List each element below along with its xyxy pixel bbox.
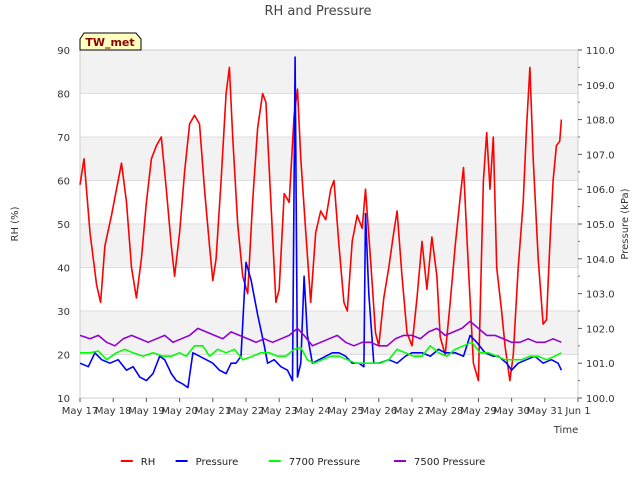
y-right-tick-label: 104.0 [586,255,615,266]
y-right-tick-label: 109.0 [586,81,615,92]
y-left-tick-label: 70 [57,133,70,144]
x-tick-label: May 22 [228,406,265,417]
legend-label: 7700 Pressure [289,457,360,468]
y-right-tick-label: 108.0 [586,116,615,127]
y-left-tick-label: 60 [57,177,70,188]
background-band [80,224,578,268]
y-right-tick-label: 105.0 [586,220,615,231]
station-badge: TW_met [79,32,142,51]
x-tick-label: May 28 [427,406,464,417]
badge-box [79,32,142,51]
background-band [80,137,578,181]
badge-label: TW_met [85,36,134,49]
series-line-7500-pressure [79,320,562,347]
series-lines [79,56,563,389]
y-left-tick-label: 50 [57,220,70,231]
series-line-7700-pressure [80,341,562,365]
x-tick-label: May 23 [261,406,298,417]
y-right-tick-label: 103.0 [586,290,615,301]
background-band [80,50,578,94]
y-left-tick-label: 10 [57,394,70,405]
y-left-tick-label: 40 [57,264,70,275]
y-right-tick-label: 107.0 [586,150,615,161]
y-right-axis-label: Pressure (kPa) [620,188,631,259]
legend-label: Pressure [196,457,239,468]
x-tick-label: Jun 1 [564,406,590,417]
x-tick-label: May 30 [493,406,530,417]
x-axis-label: Time [553,425,578,436]
y-right-tick-label: 102.0 [586,324,615,335]
x-tick-label: May 31 [527,406,564,417]
x-tick-label: May 21 [195,406,232,417]
y-right-tick-label: 106.0 [586,185,615,196]
y-left-tick-label: 80 [57,90,70,101]
y-right-tick-label: 101.0 [586,359,615,370]
series-line-rh [79,66,563,382]
y-left-tick-label: 20 [57,351,70,362]
x-tick-label: May 24 [294,406,331,417]
series-line-pressure [79,56,563,389]
x-tick-label: May 17 [62,406,99,417]
x-tick-label: May 27 [394,406,431,417]
x-tick-label: May 29 [460,406,497,417]
y-left-axis-label: RH (%) [10,206,21,241]
x-tick-label: May 25 [327,406,364,417]
y-right-axis-ticks: 100.0 101.0 102.0 103.0 104.0 105.0 106.0 107.0… [578,46,615,405]
legend-label: 7500 Pressure [414,457,485,468]
x-tick-label: May 20 [161,406,198,417]
y-left-tick-label: 30 [57,307,70,318]
y-left-tick-label: 90 [57,46,70,57]
background-band [80,311,578,355]
chart-title: RH and Pressure [264,4,371,19]
x-tick-label: May 19 [128,406,165,417]
legend-label: RH [141,457,155,468]
legend: RH Pressure 7700 Pressure 7500 Pressure [120,457,485,468]
y-left-axis-ticks: 10 20 30 40 50 60 70 80 90 [57,46,70,405]
y-right-tick-label: 110.0 [586,46,615,57]
y-right-tick-label: 100.0 [586,394,615,405]
x-tick-label: May 26 [361,406,398,417]
x-tick-label: May 18 [95,406,132,417]
